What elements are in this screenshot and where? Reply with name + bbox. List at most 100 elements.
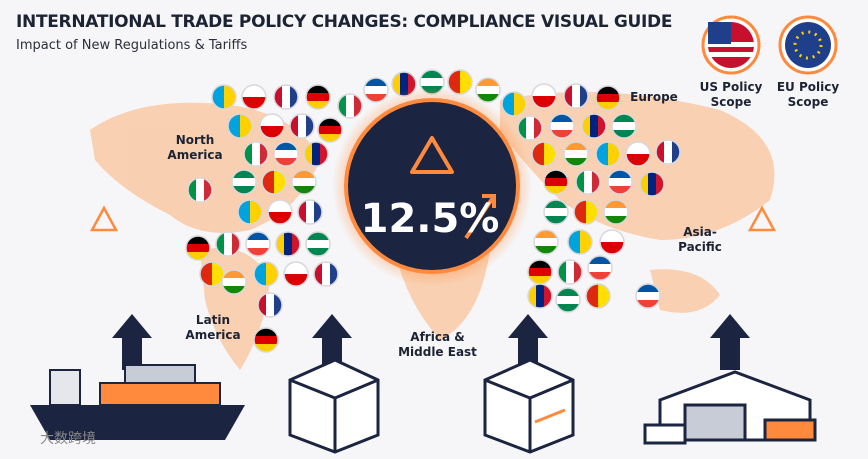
flag — [260, 114, 284, 138]
flag — [604, 200, 628, 224]
flag-ring — [283, 261, 309, 287]
flag-ring — [231, 169, 257, 195]
flag-ring — [635, 283, 661, 309]
flag — [244, 142, 268, 166]
flag-ring — [221, 269, 247, 295]
flag-ring — [607, 169, 633, 195]
flag — [586, 284, 610, 308]
flag — [254, 262, 278, 286]
flag — [596, 142, 620, 166]
flag — [612, 114, 636, 138]
flag — [186, 236, 210, 260]
flag — [242, 85, 266, 109]
flag — [246, 232, 270, 256]
flag — [262, 170, 286, 194]
flag-ring — [185, 235, 211, 261]
flag — [626, 142, 650, 166]
flag-ring — [581, 113, 607, 139]
flag-ring — [549, 113, 575, 139]
flag — [528, 260, 552, 284]
flag-ring — [241, 84, 267, 110]
flag-ring — [199, 261, 225, 287]
region-label: Europe — [630, 90, 678, 104]
flag-ring — [227, 113, 253, 139]
flag-ring — [575, 169, 601, 195]
flag-ring — [253, 327, 279, 353]
flag — [188, 178, 212, 202]
flag-ring — [237, 199, 263, 225]
flag — [290, 114, 314, 138]
flag — [636, 284, 660, 308]
flag — [556, 288, 580, 312]
flag-ring — [261, 169, 287, 195]
flag — [558, 260, 582, 284]
flag-ring — [305, 231, 331, 257]
flag-ring — [317, 117, 343, 143]
flag — [306, 232, 330, 256]
region-label: Asia-Pacific — [678, 225, 722, 254]
flag — [276, 232, 300, 256]
flag — [222, 270, 246, 294]
flag — [656, 140, 680, 164]
flag — [314, 262, 338, 286]
flag-ring — [267, 199, 293, 225]
flag — [568, 230, 592, 254]
scope-icons — [701, 15, 838, 75]
flag — [476, 78, 500, 102]
flag-ring — [337, 93, 363, 119]
scope-label: EU Policy Scope — [776, 80, 840, 109]
flag-ring — [599, 229, 625, 255]
flag-ring — [527, 283, 553, 309]
flag — [600, 230, 624, 254]
flag — [564, 84, 588, 108]
flag — [518, 116, 542, 140]
flag — [532, 142, 556, 166]
flag-ring — [543, 199, 569, 225]
flag-ring — [567, 229, 593, 255]
flag — [212, 85, 236, 109]
flag-ring — [533, 229, 559, 255]
flag — [576, 170, 600, 194]
flag — [216, 232, 240, 256]
flag — [544, 200, 568, 224]
flag — [364, 78, 388, 102]
flag-ring — [475, 77, 501, 103]
flag-ring — [655, 139, 681, 165]
flag — [550, 114, 574, 138]
warehouse — [643, 370, 817, 445]
flag-ring — [297, 199, 323, 225]
flag — [318, 118, 342, 142]
flag-ring — [639, 171, 665, 197]
flag-ring — [245, 231, 271, 257]
flag-ring — [563, 83, 589, 109]
title: INTERNATIONAL TRADE POLICY CHANGES: COMP… — [16, 12, 673, 32]
trend-arrow — [464, 194, 496, 240]
flag — [274, 142, 298, 166]
flag — [304, 142, 328, 166]
flag-ring — [253, 261, 279, 287]
flag — [640, 172, 664, 196]
flag-ring — [531, 83, 557, 109]
flag-ring — [215, 231, 241, 257]
flag-ring — [625, 141, 651, 167]
subtitle: Impact of New Regulations & Tariffs — [16, 38, 248, 53]
flag-ring — [585, 283, 611, 309]
flag — [588, 256, 612, 280]
region-label: Latin America — [185, 313, 241, 342]
flag — [582, 114, 606, 138]
flag-ring — [595, 85, 621, 111]
flag-ring — [603, 199, 629, 225]
flag — [238, 200, 262, 224]
flag-ring — [363, 77, 389, 103]
flag-ring — [259, 113, 285, 139]
flag — [298, 200, 322, 224]
flag — [608, 170, 632, 194]
warning-icon — [410, 136, 454, 174]
flag — [544, 170, 568, 194]
flag — [284, 262, 308, 286]
flag-ring — [291, 169, 317, 195]
flag — [258, 293, 282, 317]
ship — [30, 364, 245, 440]
flag-ring — [187, 177, 213, 203]
